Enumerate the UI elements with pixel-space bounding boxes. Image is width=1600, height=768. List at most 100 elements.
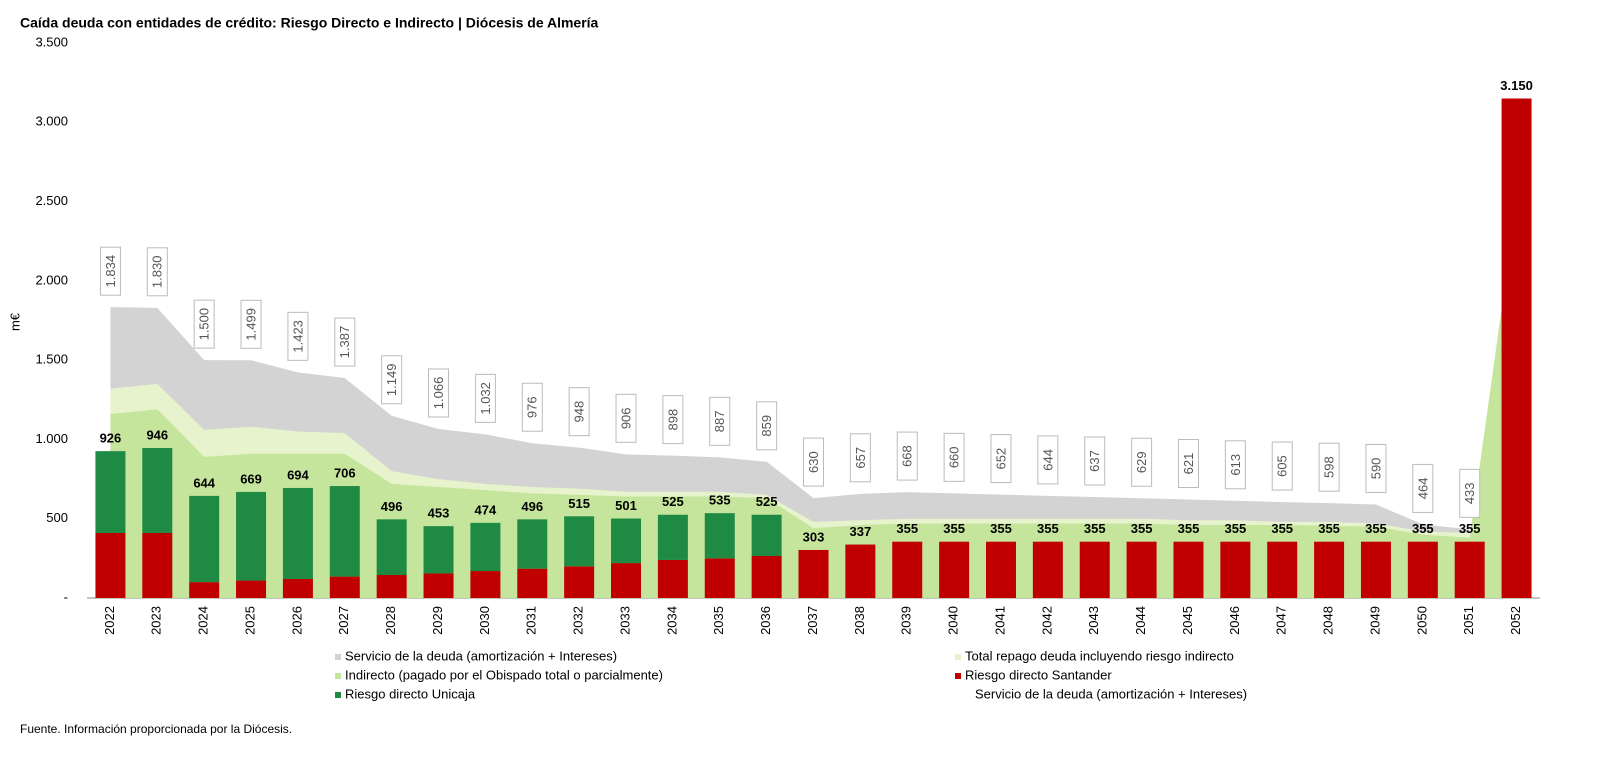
source-note: Fuente. Información proporcionada por la… [20,722,292,736]
total-label: 355 [943,521,965,536]
data-label-box: 976 [521,382,543,432]
x-tick-label: 2030 [477,606,492,635]
bar [892,541,923,598]
total-label: 355 [990,521,1012,536]
data-label-box: 605 [1271,441,1293,491]
data-label: 621 [1181,453,1196,475]
bar [564,566,595,598]
x-tick-label: 2032 [571,606,586,635]
x-tick-label: 2028 [383,606,398,635]
bar [1126,541,1157,598]
total-label: 946 [146,427,168,442]
x-tick-label: 2051 [1461,606,1476,635]
legend-label: Total repago deuda incluyendo riesgo ind… [965,648,1234,663]
data-label-box: 1.066 [428,368,450,418]
label-box [756,401,778,451]
data-label-box: 1.834 [99,246,121,296]
data-label: 898 [665,409,680,431]
data-label-box: 898 [662,395,684,445]
label-box [943,432,965,482]
legend-swatch [955,654,961,660]
bar [423,573,454,598]
total-label: 644 [193,475,215,490]
bar [189,582,220,598]
data-label-box: 1.032 [474,373,496,423]
x-tick-label: 2034 [664,606,679,635]
total-label: 3.150 [1500,78,1533,93]
bar [845,544,876,598]
bar [657,559,688,598]
data-label: 464 [1415,478,1430,500]
total-label: 355 [1459,521,1481,536]
data-label-box: 630 [803,437,824,487]
total-label: 694 [287,467,309,482]
data-label-box: 433 [1459,468,1481,518]
bar [329,576,360,598]
data-label-box: 652 [990,434,1012,484]
data-label-box: 887 [709,396,731,446]
y-tick-label: 1.500 [35,352,68,367]
bar [142,447,173,533]
bar [985,541,1016,598]
data-label-box: 1.499 [240,299,262,349]
data-label-box: 668 [896,431,918,481]
x-tick-label: 2041 [992,606,1007,635]
label-box [568,387,590,437]
data-label: 1.834 [103,255,118,288]
x-tick-label: 2049 [1367,606,1382,635]
legend-swatch [955,673,961,679]
data-label: 644 [1040,449,1055,471]
x-tick-label: 2027 [336,606,351,635]
data-label: 668 [900,445,915,467]
total-label: 355 [1084,521,1106,536]
bar [939,541,970,598]
label-box [428,368,450,418]
bar [1501,98,1532,598]
data-label: 1.387 [337,326,352,359]
data-label: 629 [1134,451,1149,473]
data-label: 433 [1462,482,1477,504]
x-tick-label: 2044 [1133,606,1148,635]
y-tick-label: 2.500 [35,193,68,208]
data-label: 976 [525,396,540,418]
area [110,201,1517,599]
data-label: 598 [1322,456,1337,478]
x-tick-label: 2037 [805,606,820,635]
total-label: 501 [615,498,637,513]
data-label: 1.423 [290,320,305,353]
y-tick-label: 3.500 [35,34,68,49]
label-box [1459,468,1481,518]
x-tick-label: 2047 [1274,606,1289,635]
x-tick-label: 2046 [1227,606,1242,635]
legend-swatch [335,654,341,660]
bar [564,516,595,567]
bar [1032,541,1063,598]
label-box [146,247,168,297]
data-label-box: 948 [568,387,590,437]
x-tick-label: 2039 [899,606,914,635]
total-label: 669 [240,471,262,486]
x-tick-label: 2043 [1086,606,1101,635]
x-tick-label: 2038 [852,606,867,635]
x-tick-label: 2026 [289,606,304,635]
x-tick-label: 2048 [1321,606,1336,635]
data-label: 859 [759,415,774,437]
data-label-box: 657 [849,433,871,483]
bar [470,522,501,572]
x-tick-label: 2029 [430,606,445,635]
bar [282,578,313,598]
legend-swatch [335,692,341,698]
x-tick-label: 2045 [1180,606,1195,635]
label-box [381,355,403,405]
data-label-box: 590 [1365,443,1387,493]
x-tick-label: 2052 [1508,606,1523,635]
label-box [896,431,918,481]
data-label: 590 [1368,458,1383,480]
bar [1267,541,1298,598]
bar [704,513,735,559]
label-box [99,246,121,296]
label-box [1037,435,1059,485]
total-label: 535 [709,493,731,508]
data-label-box: 660 [943,432,965,482]
